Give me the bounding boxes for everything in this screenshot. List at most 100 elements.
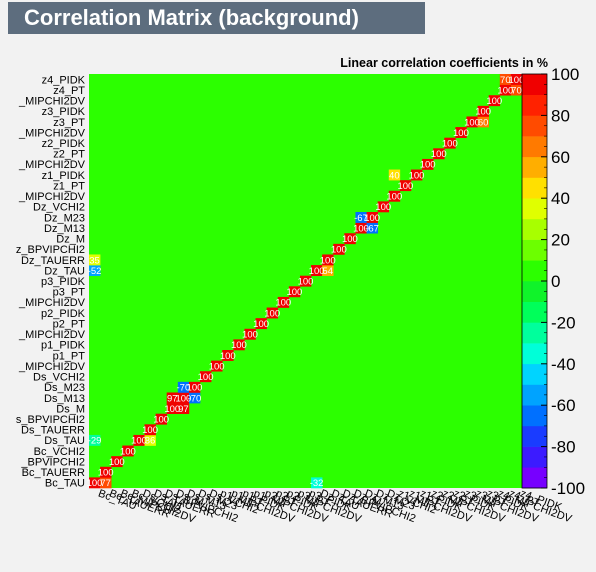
cell-value: 100 — [87, 478, 103, 489]
heatmap-cell — [388, 190, 401, 202]
y-tick-label: _MIPCHI2DV — [18, 159, 86, 171]
colorbar-tick-label: -60 — [551, 396, 576, 415]
cell-value: 100 — [453, 128, 469, 139]
cell-value: 100 — [109, 457, 125, 468]
y-tick-label: s_BPVIPCHI2 — [16, 414, 85, 426]
heatmap-cell — [466, 116, 478, 128]
heatmap-cell — [344, 233, 356, 245]
heatmap-cell — [177, 403, 190, 414]
chart-subtitle: Linear correlation coefficients in % — [340, 56, 548, 70]
heatmap-cell — [366, 212, 378, 223]
cell-value: 77 — [100, 478, 111, 489]
cell-value: -70 — [188, 393, 202, 404]
cell-value: 70 — [511, 85, 522, 96]
heatmap-cell — [311, 265, 323, 276]
y-tick-label: _MIPCHI2DV — [18, 96, 86, 108]
heatmap-cell — [355, 212, 367, 223]
heatmap-cell — [211, 360, 223, 372]
heatmap-cell — [355, 222, 367, 234]
y-axis-labels: Bc_TAUBc_TAUERR_BPVIPCHI2Bc_VCHI2Ds_TAUD… — [16, 74, 86, 489]
cell-value: 100 — [342, 234, 358, 245]
colorbar-segment — [522, 446, 547, 468]
cell-value: 100 — [464, 117, 480, 128]
heatmap-cell — [89, 477, 101, 489]
cell-value: 97 — [167, 393, 178, 404]
heatmap-cell — [444, 137, 456, 149]
heatmap-cell — [111, 456, 123, 468]
heatmap-cell — [100, 477, 112, 489]
y-tick-label: Dz_TAUERR — [21, 255, 85, 267]
heatmap-cell — [188, 381, 201, 393]
y-tick-label: Ds_M23 — [44, 382, 85, 394]
colorbar-segment — [522, 281, 547, 302]
y-tick-label: Dz_M — [56, 234, 85, 246]
heatmap-cell — [399, 180, 412, 192]
heatmap-cell — [477, 105, 489, 117]
cell-value: 100 — [309, 266, 325, 277]
heatmap-cell — [144, 424, 156, 436]
heatmap-cell — [477, 116, 489, 128]
cell-value: 100 — [409, 170, 425, 181]
colorbar-segment — [522, 260, 547, 282]
cell-value: 100 — [420, 160, 436, 171]
colorbar-tick-label: 20 — [551, 231, 570, 250]
heatmap-cell — [100, 466, 112, 478]
colorbar-segment — [522, 115, 547, 137]
colorbar-tick-label: 0 — [551, 272, 560, 291]
chart-title: Correlation Matrix (background) — [24, 5, 359, 30]
heatmap-cell — [133, 434, 145, 446]
cell-value: 100 — [286, 287, 302, 298]
colorbar-segment — [522, 177, 547, 199]
heatmap-cell — [422, 158, 434, 170]
cell-value: -29 — [88, 436, 102, 447]
y-tick-label: z1_PIDK — [42, 170, 86, 182]
cell-value: 100 — [253, 319, 269, 330]
cell-value: 100 — [364, 213, 380, 224]
heatmap-cell — [433, 148, 445, 160]
y-tick-label: z_BPVIPCHI2 — [16, 244, 85, 256]
colorbar-segment — [522, 239, 547, 261]
heatmap-cell — [333, 243, 345, 255]
cell-value: 100 — [442, 139, 458, 150]
cell-value: 100 — [509, 75, 525, 86]
y-tick-label: p3_PIDK — [41, 276, 86, 288]
cell-value: 100 — [198, 372, 214, 383]
cell-value: 100 — [298, 277, 314, 288]
cell-value: 100 — [275, 298, 291, 309]
cell-value: 70 — [500, 75, 511, 86]
y-tick-label: z3_PT — [53, 117, 85, 129]
heatmap-cell — [510, 84, 523, 96]
heatmap-cell — [144, 434, 156, 446]
y-tick-label: Ds_TAU — [44, 435, 85, 447]
colorbar-segment — [522, 384, 547, 406]
heatmap-cell — [499, 74, 512, 85]
cell-value: 54 — [322, 266, 333, 277]
cell-value: 100 — [264, 308, 280, 319]
heatmap-cell — [377, 201, 390, 213]
heatmap-cell — [388, 169, 401, 181]
y-tick-label: p1_PT — [53, 350, 86, 362]
y-tick-label: Ds_M13 — [44, 393, 85, 405]
cell-value: 35 — [89, 255, 100, 266]
y-tick-label: Ds_TAUERR — [21, 425, 85, 437]
heatmap-cells — [89, 74, 523, 489]
cell-value: 97 — [178, 404, 189, 415]
colorbar-segment — [522, 136, 547, 158]
cell-value: 100 — [164, 404, 180, 415]
heatmap-cell — [510, 74, 523, 85]
y-tick-label: Dz_M23 — [44, 212, 85, 224]
heatmap-cell — [311, 477, 323, 489]
colorbar-segment — [522, 363, 547, 385]
title-box: Correlation Matrix (background) — [8, 2, 425, 34]
x-axis-labels: Bc_TAUBc_TAUERRBc_MIPCHI2DVBc_VCHI2Ds_TA… — [97, 488, 574, 526]
y-tick-label: p2_PIDK — [41, 308, 86, 320]
cell-value: 100 — [142, 425, 158, 436]
y-tick-label: Bc_TAUERR — [22, 467, 85, 479]
cell-value: 100 — [353, 223, 369, 234]
color-scale: 100 80 60 40 20 0 -20 -40 -60 -80 -100 — [521, 65, 585, 498]
y-tick-label: _MIPCHI2DV — [18, 361, 86, 373]
heatmap-cell — [244, 328, 256, 340]
y-tick-label: z2_PIDK — [42, 138, 86, 150]
